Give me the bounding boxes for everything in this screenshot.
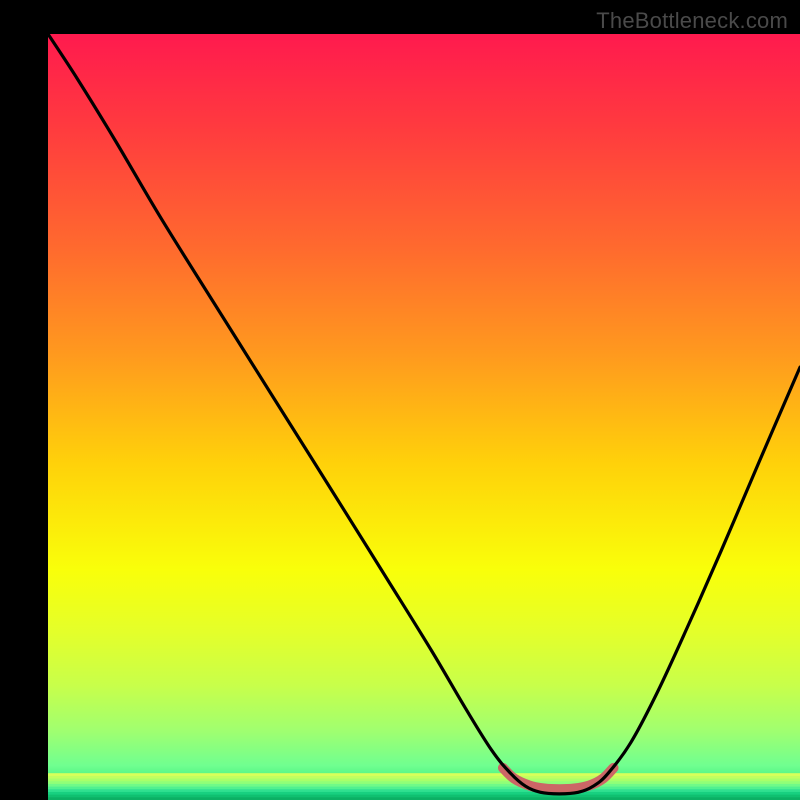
watermark-text: TheBottleneck.com — [596, 8, 788, 34]
bottom-stripe-band — [48, 773, 800, 800]
plot-area — [48, 34, 800, 800]
plot-svg — [48, 34, 800, 800]
chart-frame: TheBottleneck.com — [0, 0, 800, 800]
plot-background — [48, 34, 800, 800]
